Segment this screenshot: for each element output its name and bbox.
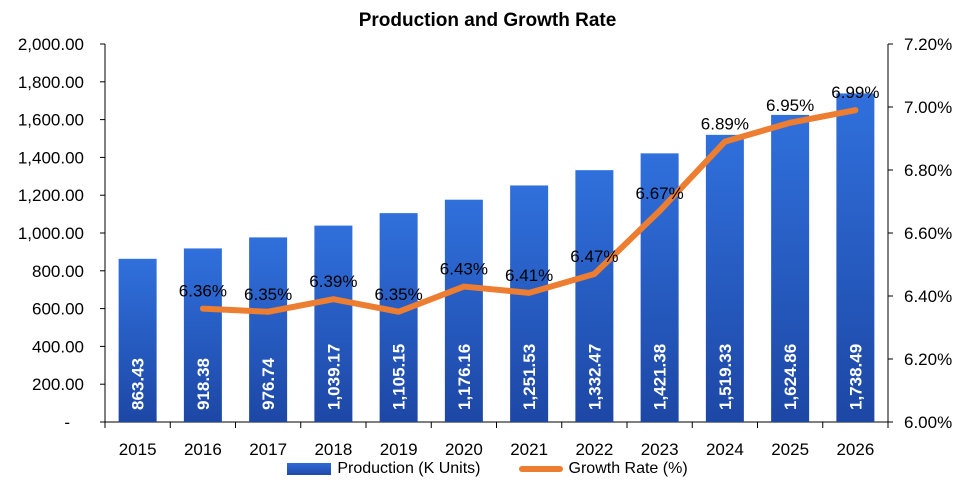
growth-rate-data-label: 6.95% [766,96,814,115]
left-axis-tick-label: 1,400.00 [18,148,84,167]
right-axis-tick-label: 6.40% [904,287,952,306]
production-data-label: 1,624.86 [781,344,800,410]
left-axis-tick-label: 1,200.00 [18,186,84,205]
x-axis-tick-label: 2019 [380,440,418,459]
production-data-label: 1,039.17 [324,344,343,410]
production-data-label: 1,176.16 [455,344,474,410]
x-axis-tick-label: 2024 [706,440,744,459]
legend-label-growth-rate: Growth Rate (%) [568,460,688,477]
legend-swatch-production [287,463,332,475]
production-bar [705,134,744,423]
left-axis-tick-label: 1,800.00 [18,73,84,92]
right-axis-tick-label: 6.00% [904,413,952,432]
production-data-label: 1,332.47 [585,344,604,410]
growth-rate-line [199,107,859,315]
right-axis-tick-label: 6.20% [904,350,952,369]
production-data-label: 1,738.49 [846,344,865,410]
production-data-label: 918.38 [194,358,213,410]
growth-rate-data-label: 6.41% [505,266,553,285]
right-axis-tick-label: 7.00% [904,98,952,117]
left-axis-tick-label: 200.00 [32,375,84,394]
left-axis-tick-label: 800.00 [32,262,84,281]
x-axis-tick-label: 2025 [771,440,809,459]
growth-rate-data-label: 6.47% [570,247,618,266]
production-bar [771,114,810,422]
x-axis-tick-label: 2018 [314,440,352,459]
production-data-label: 976.74 [259,357,278,410]
production-bar [444,199,483,422]
left-axis-tick-label: 1,600.00 [18,111,84,130]
production-data-label: 1,251.53 [520,344,539,410]
growth-rate-data-label: 6.35% [375,285,423,304]
production-bar [575,170,614,422]
chart-title: Production and Growth Rate [358,10,617,31]
x-axis-tick-label: 2017 [249,440,287,459]
growth-rate-data-label: 6.36% [179,282,227,301]
growth-rate-data-label: 6.43% [440,260,488,279]
left-axis-tick-label: 2,000.00 [18,35,84,54]
legend-swatch-growth-rate [518,466,563,472]
production-data-label: 1,519.33 [716,344,735,410]
production-bar [118,258,157,422]
x-axis-tick-label: 2016 [184,440,222,459]
x-axis-tick-label: 2023 [641,440,679,459]
legend-label-production: Production (K Units) [337,460,481,477]
x-axis-tick-label: 2015 [119,440,157,459]
production-bar [183,248,222,422]
left-axis-tick-label: - [64,413,70,432]
x-axis-tick-label: 2022 [575,440,613,459]
legend: Production (K Units) Growth Rate (%) [0,460,975,478]
left-axis-tick-label: 400.00 [32,337,84,356]
growth-rate-data-label: 6.35% [244,285,292,304]
production-bar [314,225,353,422]
production-data-label: 1,105.15 [390,344,409,410]
production-bar [379,213,418,422]
growth-rate-data-label: 6.39% [309,272,357,291]
production-bar [836,93,875,423]
left-axis-tick-label: 1,000.00 [18,224,84,243]
production-bar [510,185,549,422]
right-axis-tick-label: 7.20% [904,35,952,54]
x-axis-tick-label: 2020 [445,440,483,459]
right-axis-tick-label: 6.60% [904,224,952,243]
right-axis-tick-label: 6.80% [904,161,952,180]
left-axis-tick-label: 600.00 [32,300,84,319]
growth-rate-data-label: 6.67% [636,184,684,203]
x-axis-tick-label: 2021 [510,440,548,459]
legend-item-production: Production (K Units) [287,460,481,478]
production-data-label: 863.43 [129,358,148,410]
growth-rate-data-label: 6.99% [831,83,879,102]
production-bar [249,237,288,422]
x-axis-tick-label: 2026 [836,440,874,459]
production-data-label: 1,421.38 [651,344,670,410]
growth-rate-data-label: 6.89% [701,115,749,134]
legend-item-growth-rate: Growth Rate (%) [518,460,688,478]
